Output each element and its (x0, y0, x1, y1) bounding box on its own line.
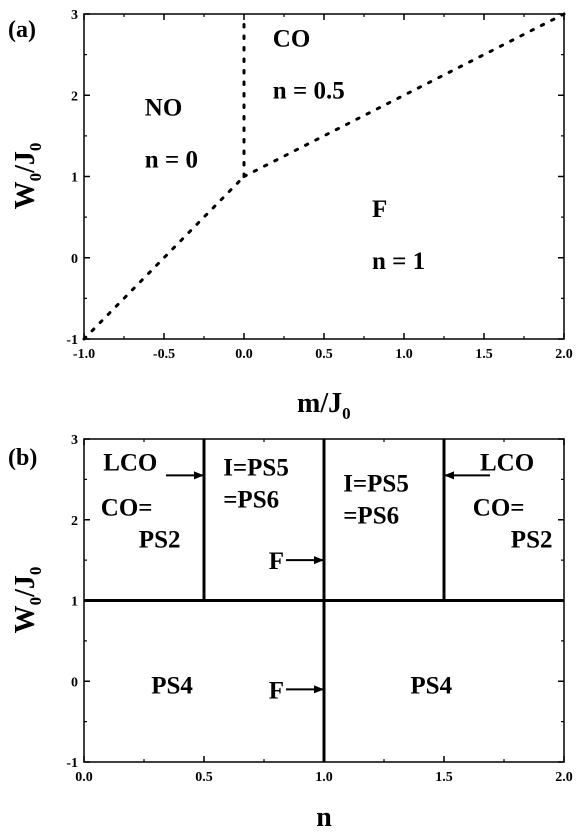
panel-a: -1.0 -0.5 0.0 0.5 1.0 1.5 2.0 -1 0 1 2 3 NO n = 0 CO n… (8, 8, 573, 423)
panel-a-y-tick-label: 1 (71, 171, 78, 186)
panel-b-region-labels: CO= PS2 I=PS5 =PS6 I=PS5 =PS6 CO= PS2 PS4 PS4 (101, 454, 553, 699)
panel-a-region-labels: NO n = 0 CO n = 0.5 F n = 1 (145, 26, 425, 276)
panel-b-ticks: 0.0 0.5 1.0 1.5 2.0 -1 0 1 2 3 (66, 433, 572, 785)
panel-a-ticks: -1.0 -0.5 0.0 0.5 1.0 1.5 2.0 -1 0 1 2 3 (66, 8, 572, 362)
panel-b-region-label: CO= PS2 (101, 495, 181, 554)
panel-a-x-tick-label: -1.0 (73, 347, 95, 362)
panel-a-x-tick-label: 2.0 (555, 347, 573, 362)
panel-b-x-tick-label: 2.0 (555, 770, 573, 785)
panel-b-region-label: CO= PS2 (473, 495, 553, 554)
panel-b-region-label: I=PS5 =PS6 (223, 454, 289, 513)
panel-b-annotation-label: LCO (480, 450, 534, 477)
panel-b-annotation-label: F (269, 548, 284, 575)
panel-b-annotation-label: F (269, 677, 284, 704)
panel-b-y-axis-label: W0/J0 (10, 567, 45, 634)
panel-b-y-tick-label: 1 (71, 595, 78, 610)
panel-a-y-tick-label: 0 (71, 252, 78, 267)
panel-b-y-tick-label: -1 (66, 756, 78, 771)
panel-a-y-tick-label: -1 (66, 333, 78, 348)
panel-b-y-tick-label: 0 (71, 675, 78, 690)
panel-a-x-tick-label: 0.5 (315, 347, 333, 362)
panel-b: 0.0 0.5 1.0 1.5 2.0 -1 0 1 2 3 CO= PS2 I=PS5 =PS6 I=P… (8, 433, 573, 833)
panel-b-label: (b) (8, 445, 37, 471)
panel-b-x-tick-label: 1.0 (315, 770, 333, 785)
panel-a-x-tick-label: -0.5 (153, 347, 175, 362)
panel-b-region-label: I=PS5 =PS6 (343, 470, 409, 529)
panel-b-x-tick-label: 0.0 (75, 770, 93, 785)
panel-b-x-tick-label: 0.5 (195, 770, 213, 785)
panel-a-x-axis-label: m/J0 (297, 388, 351, 423)
panel-b-x-tick-label: 1.5 (435, 770, 453, 785)
panel-b-x-axis-label: n (316, 802, 332, 833)
panel-a-boundaries (82, 12, 566, 341)
panel-b-annotations: LCO LCO F F (103, 450, 534, 705)
panel-a-region-label: CO n = 0.5 (273, 26, 345, 105)
panel-b-y-tick-label: 3 (71, 433, 78, 448)
panel-a-region-label: NO n = 0 (145, 95, 198, 174)
panel-b-y-tick-label: 2 (71, 514, 78, 529)
panel-b-annotation-label: LCO (103, 450, 157, 477)
panel-b-region-label: PS4 (151, 672, 193, 699)
panel-b-boundaries (84, 439, 564, 762)
panel-a-boundary-line (242, 12, 566, 178)
panel-a-y-tick-label: 2 (71, 89, 78, 104)
panel-a-label: (a) (8, 17, 36, 43)
panel-a-x-tick-label: 1.5 (475, 347, 493, 362)
panel-a-y-tick-label: 3 (71, 8, 78, 23)
panel-a-x-tick-label: 0.0 (235, 347, 253, 362)
panel-a-x-tick-label: 1.0 (395, 347, 413, 362)
panel-a-y-axis-label: W0/J0 (10, 143, 45, 210)
panel-a-plot-frame (83, 13, 565, 340)
panel-b-region-label: PS4 (410, 672, 452, 699)
panel-a-boundary-line (82, 175, 246, 341)
